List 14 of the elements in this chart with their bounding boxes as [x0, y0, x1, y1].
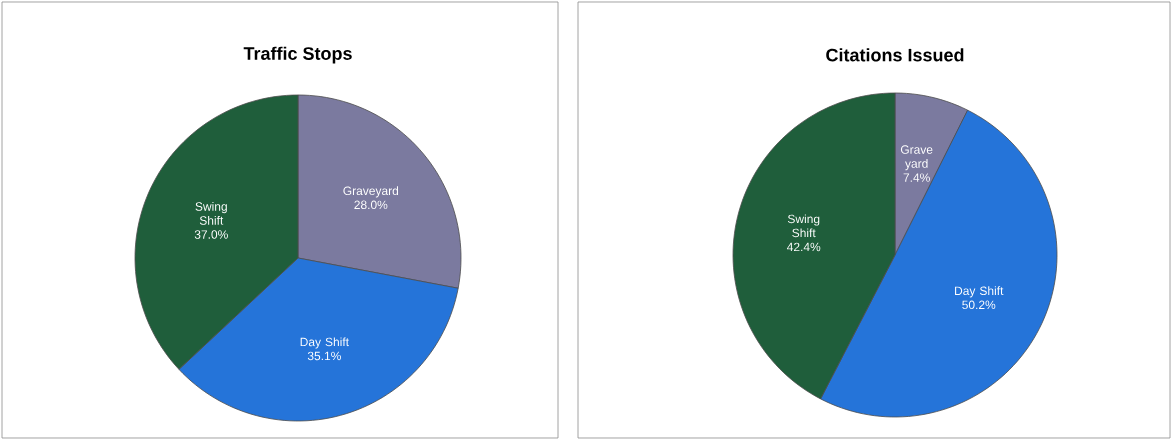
- data-label: 35.1%: [307, 351, 341, 361]
- data-label: 7.4%: [903, 173, 930, 182]
- data-label: 37.0%: [194, 230, 228, 239]
- data-label: 28.0%: [354, 200, 388, 210]
- chart-title: Citations Issued: [826, 48, 964, 62]
- slice-label: Swing Shift: [195, 201, 227, 225]
- chart-title: Traffic Stops: [243, 46, 352, 64]
- slice-label: Swing Shift: [787, 214, 820, 238]
- slice-label: Graveyard: [343, 186, 399, 198]
- slice-label: Day Shift: [300, 337, 349, 349]
- slice-label: Day Shift: [955, 286, 1004, 298]
- data-label: 50.2%: [962, 300, 996, 310]
- data-label: 42.4%: [786, 242, 821, 252]
- slice-label: Grave yard: [900, 145, 933, 171]
